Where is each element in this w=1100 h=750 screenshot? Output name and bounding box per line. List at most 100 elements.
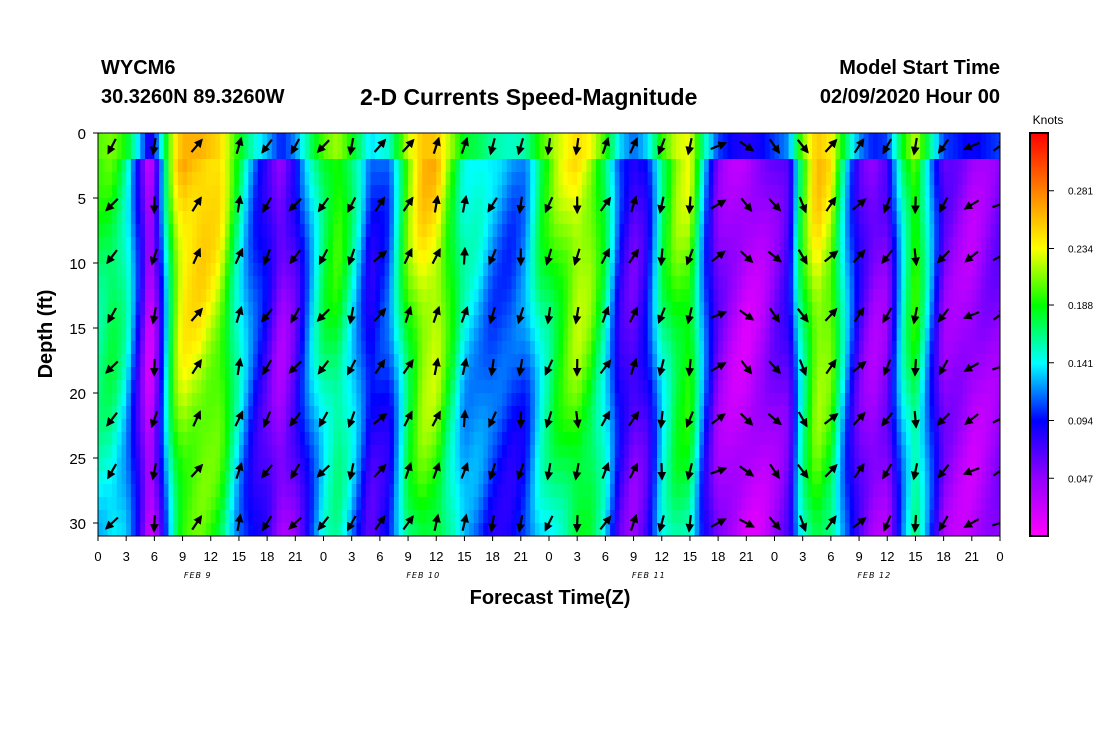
heatmap-cell	[530, 302, 536, 316]
heatmap-cell	[661, 315, 668, 329]
heatmap-cell	[196, 289, 202, 303]
heatmap-cell	[191, 172, 198, 186]
heatmap-cell	[605, 224, 611, 238]
heatmap-cell	[492, 341, 498, 355]
heatmap-cell	[243, 276, 249, 290]
heatmap-cell	[337, 484, 343, 498]
heatmap-cell	[844, 315, 851, 329]
heatmap-cell	[816, 432, 823, 446]
heatmap-cell	[619, 224, 625, 238]
heatmap-cell	[844, 211, 851, 225]
heatmap-cell	[539, 393, 545, 407]
heatmap-cell	[384, 380, 390, 394]
heatmap-cell	[238, 393, 245, 407]
heatmap-cell	[736, 289, 743, 303]
heatmap-cell	[257, 302, 264, 316]
heatmap-cell	[760, 367, 766, 381]
heatmap-cell	[732, 172, 738, 186]
heatmap-cell	[483, 172, 489, 186]
heatmap-cell	[694, 185, 700, 199]
heatmap-cell	[487, 406, 494, 420]
heatmap-cell	[812, 458, 818, 472]
heatmap-cell	[304, 419, 311, 433]
heatmap-cell	[722, 237, 729, 251]
heatmap-cell	[661, 224, 668, 238]
heatmap-cell	[638, 341, 644, 355]
heatmap-cell	[224, 341, 231, 355]
heatmap-cell	[107, 458, 113, 472]
heatmap-cell	[356, 458, 362, 472]
heatmap-cell	[826, 458, 832, 472]
heatmap-cell	[595, 510, 602, 524]
heatmap-cell	[346, 341, 353, 355]
heatmap-cell	[751, 185, 757, 199]
heatmap-cell	[769, 315, 776, 329]
heatmap-cell	[346, 302, 353, 316]
heatmap-cell	[365, 458, 372, 472]
heatmap-cell	[478, 523, 484, 536]
heatmap-cell	[436, 198, 442, 212]
heatmap-cell	[511, 393, 517, 407]
heatmap-cell	[624, 302, 630, 316]
heatmap-cell	[821, 367, 827, 381]
heatmap-cell	[680, 497, 686, 511]
heatmap-cell	[610, 393, 616, 407]
heatmap-cell	[304, 224, 311, 238]
heatmap-cell	[281, 458, 287, 472]
heatmap-cell	[314, 471, 320, 485]
heatmap-cell	[403, 185, 409, 199]
heatmap-cell	[624, 354, 630, 368]
heatmap-cell	[243, 510, 249, 524]
heatmap-cell	[220, 159, 226, 173]
heatmap-cell	[215, 341, 221, 355]
heatmap-cell	[304, 315, 311, 329]
heatmap-cell	[534, 224, 541, 238]
heatmap-cell	[224, 185, 231, 199]
heatmap-cell	[713, 159, 719, 173]
heatmap-cell	[314, 419, 320, 433]
heatmap-cell	[135, 367, 141, 381]
heatmap-cell	[102, 380, 108, 394]
heatmap-cell	[403, 419, 409, 433]
heatmap-cell	[126, 484, 132, 498]
heatmap-cell	[422, 380, 428, 394]
heatmap-cell	[614, 341, 621, 355]
heatmap-cell	[140, 263, 146, 277]
heatmap-cell	[323, 354, 329, 368]
heatmap-cell	[708, 367, 715, 381]
heatmap-cell	[144, 328, 151, 342]
heatmap-cell	[112, 146, 118, 160]
heatmap-cell	[647, 198, 653, 212]
heatmap-cell	[751, 198, 757, 212]
heatmap-cell	[206, 393, 212, 407]
heatmap-cell	[342, 497, 348, 511]
heatmap-cell	[337, 250, 343, 264]
heatmap-cell	[342, 302, 348, 316]
heatmap-cell	[144, 263, 151, 277]
heatmap-cell	[328, 354, 334, 368]
heatmap-cell	[234, 159, 240, 173]
heatmap-cell	[657, 289, 663, 303]
heatmap-cell	[572, 328, 578, 342]
heatmap-cell	[581, 302, 588, 316]
heatmap-cell	[797, 445, 804, 459]
heatmap-cell	[304, 484, 311, 498]
heatmap-cell	[774, 328, 780, 342]
heatmap-cell	[173, 211, 179, 225]
heatmap-cell	[807, 302, 813, 316]
heatmap-cell	[680, 419, 686, 433]
heatmap-cell	[196, 471, 202, 485]
heatmap-cell	[130, 172, 137, 186]
heatmap-cell	[262, 497, 268, 511]
heatmap-cell	[187, 432, 193, 446]
heatmap-cell	[779, 354, 785, 368]
heatmap-cell	[478, 159, 484, 173]
heatmap-cell	[666, 354, 672, 368]
heatmap-cell	[135, 341, 141, 355]
heatmap-cell	[323, 224, 329, 238]
heatmap-cell	[281, 367, 287, 381]
heatmap-cell	[243, 146, 249, 160]
heatmap-cell	[290, 276, 296, 290]
heatmap-cell	[849, 419, 855, 433]
heatmap-cell	[332, 211, 339, 225]
